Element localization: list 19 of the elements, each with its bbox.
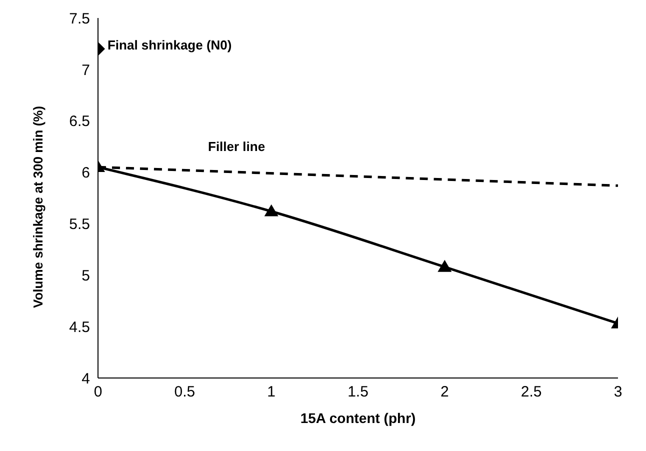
series-label: Final shrinkage (N0): [107, 37, 232, 52]
x-tick-label: 0: [94, 384, 102, 401]
series-label: Filler line: [208, 139, 266, 154]
x-tick-label: 3: [614, 384, 622, 401]
x-tick-label: 0.5: [174, 384, 196, 401]
y-axis-title: Volume shrinkage at 300 min (%): [30, 106, 46, 308]
x-tick-label: 2: [440, 384, 449, 401]
y-tick-label: 7: [82, 62, 90, 79]
x-tick-label: 1.5: [348, 384, 368, 401]
y-tick-label: 4: [82, 370, 90, 388]
x-axis-title: 15A content (phr): [300, 410, 416, 426]
y-tick-label: 4.5: [69, 318, 90, 336]
x-tick-label: 2.5: [520, 384, 542, 401]
y-tick-label: 5.5: [69, 216, 90, 234]
y-tick-label: 5: [82, 267, 90, 284]
x-tick-label: 1: [267, 384, 276, 401]
y-tick-label: 6: [82, 164, 90, 182]
y-tick-label: 6.5: [69, 113, 90, 130]
y-tick-label: 7.5: [69, 10, 90, 28]
